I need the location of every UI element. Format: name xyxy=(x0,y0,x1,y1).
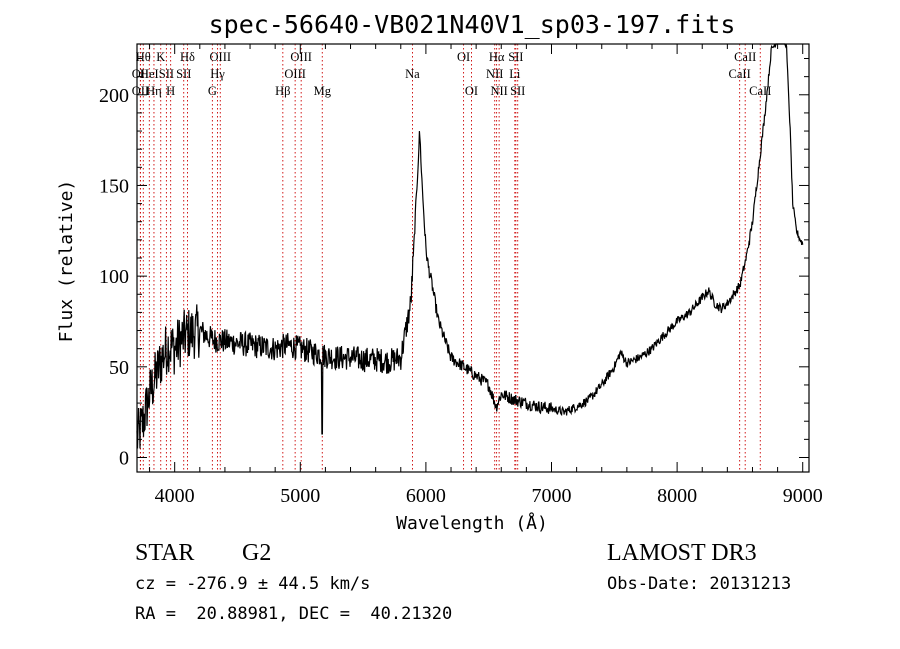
x-tick-label: 7000 xyxy=(532,485,572,507)
line-marker-label: K xyxy=(156,50,165,64)
line-marker-label: Hη xyxy=(146,84,162,98)
line-marker-label: SII xyxy=(508,50,523,64)
observation-date: Obs-Date: 20131213 xyxy=(607,574,792,594)
line-marker-label: CaII xyxy=(734,50,756,64)
line-marker-label: Li xyxy=(509,67,521,81)
line-marker-label: Hγ xyxy=(210,67,225,81)
line-marker-label: OIII xyxy=(290,50,312,64)
line-marker-label: SII xyxy=(159,67,174,81)
survey-name: LAMOST DR3 xyxy=(607,540,757,566)
line-marker-label: Hθ xyxy=(136,50,151,64)
redshift-velocity: cz = -276.9 ± 44.5 km/s xyxy=(135,574,371,594)
line-marker-label: Na xyxy=(405,67,420,81)
y-tick-label: 100 xyxy=(99,266,129,288)
x-axis-label: Wavelength (Å) xyxy=(396,512,548,534)
y-tick-label: 200 xyxy=(99,85,129,107)
line-marker-label: CaII xyxy=(749,84,771,98)
object-subclass: G2 xyxy=(242,540,272,566)
x-tick-label: 5000 xyxy=(280,485,320,507)
line-marker-label: Hδ xyxy=(180,50,195,64)
line-marker-label: NII xyxy=(486,67,503,81)
line-marker-label: OIII xyxy=(284,67,306,81)
object-class: STAR xyxy=(135,540,195,566)
ra-dec-coordinates: RA = 20.88981, DEC = 40.21320 xyxy=(135,604,453,624)
line-markers xyxy=(139,44,761,472)
line-marker-label: CaII xyxy=(729,67,751,81)
x-tick-label: 9000 xyxy=(783,485,823,507)
line-marker-label: Hβ xyxy=(275,84,290,98)
line-marker-labels: OIIOIIHθHeIHηKSIIHHδSIIGHγOIIIHβOIIIOIII… xyxy=(132,50,772,98)
line-marker-label: SII xyxy=(510,84,525,98)
line-marker-label: OII xyxy=(132,67,149,81)
line-marker-label: OIII xyxy=(210,50,232,64)
line-marker-label: NII xyxy=(490,84,507,98)
line-marker-label: SII xyxy=(176,67,191,81)
y-axis-label: Flux (relative) xyxy=(56,180,77,343)
line-marker-label: HeI xyxy=(140,67,159,81)
y-tick-label: 150 xyxy=(99,175,129,197)
y-tick-label: 50 xyxy=(109,357,129,379)
x-tick-label: 4000 xyxy=(155,485,195,507)
spectrum-line xyxy=(136,43,804,449)
plot-frame xyxy=(136,43,810,473)
line-marker-label: G xyxy=(208,84,217,98)
line-marker-label: Hα xyxy=(489,50,505,64)
y-tick-label: 0 xyxy=(119,447,129,469)
chart-title: spec-56640-VB021N40V1_sp03-197.fits xyxy=(209,10,736,39)
line-marker-label: OI xyxy=(457,50,470,64)
line-marker-label: H xyxy=(166,84,175,98)
x-axis-ticks: 4000 5000 6000 7000 8000 9000 xyxy=(149,44,823,507)
line-marker-label: OI xyxy=(465,84,478,98)
y-axis-ticks: 0 50 100 150 200 xyxy=(99,58,809,469)
line-marker-label: Mg xyxy=(314,84,332,98)
x-tick-label: 6000 xyxy=(406,485,446,507)
x-tick-label: 8000 xyxy=(657,485,697,507)
